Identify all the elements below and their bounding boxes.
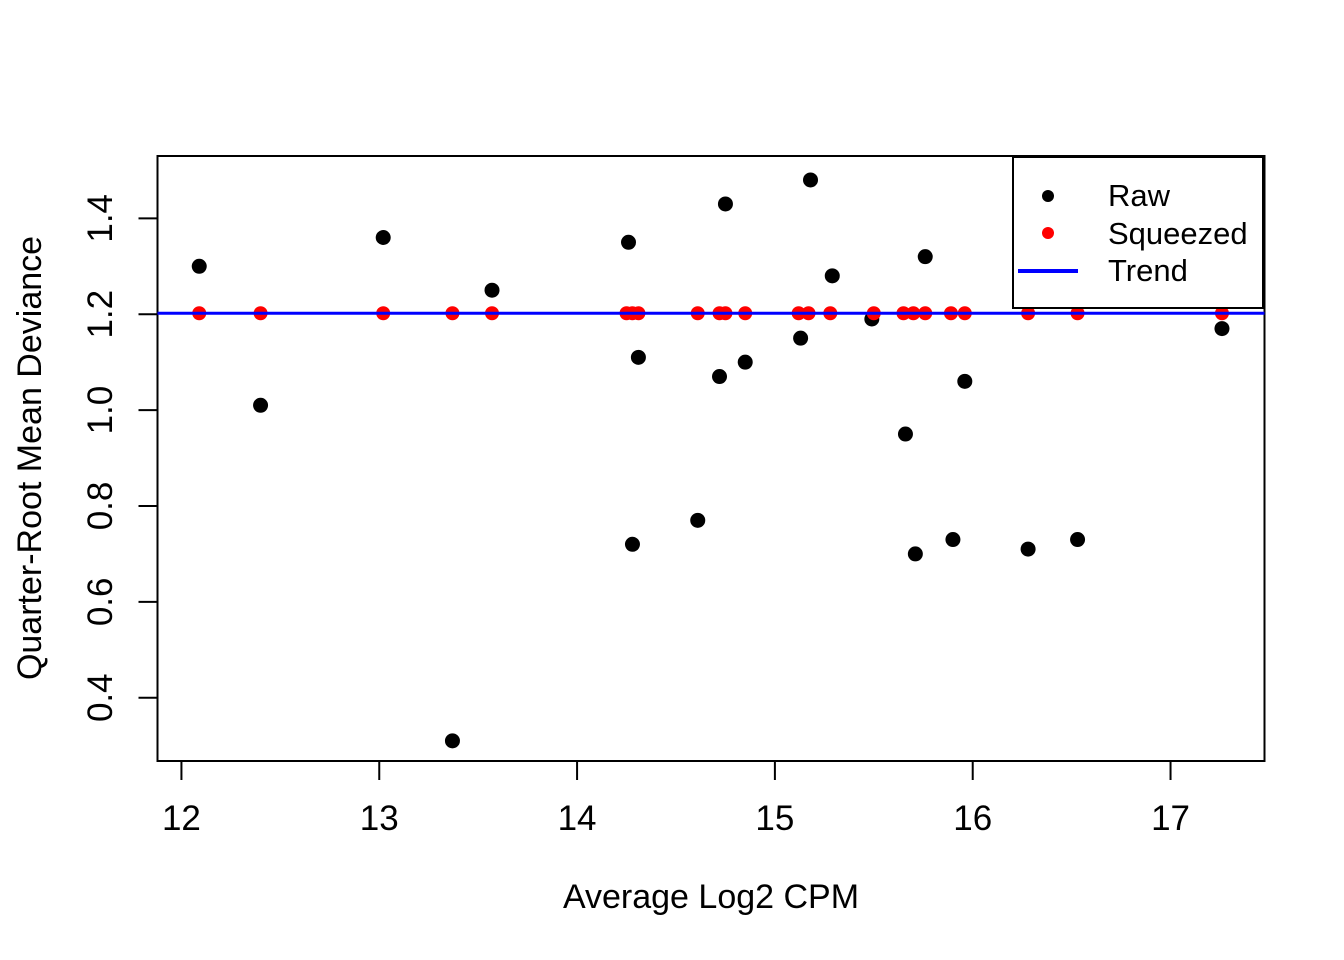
legend-label-raw: Raw [1108, 178, 1171, 214]
raw-point [1020, 541, 1036, 557]
legend: Raw Squeezed Trend [1012, 156, 1264, 309]
legend-item-raw: Raw [1014, 177, 1262, 215]
raw-point [803, 172, 819, 188]
y-tick-label: 0.6 [81, 578, 120, 627]
raw-point [712, 369, 728, 385]
raw-point [375, 229, 391, 245]
raw-point [917, 249, 933, 265]
y-tick-label: 1.0 [81, 386, 120, 435]
raw-point [824, 268, 840, 284]
x-tick-label: 14 [558, 799, 597, 838]
raw-point [444, 733, 460, 749]
plot-frame [156, 155, 1266, 762]
raw-point [737, 354, 753, 370]
squeezed-dot-icon [1042, 227, 1054, 240]
raw-point [945, 532, 961, 548]
x-tick-label: 12 [162, 799, 201, 838]
x-tick-label: 17 [1151, 799, 1190, 838]
y-axis-title: Quarter-Root Mean Deviance [11, 235, 49, 681]
raw-point [253, 397, 269, 413]
raw-point [793, 330, 809, 346]
y-tick-label: 1.2 [81, 290, 120, 339]
legend-label-squeezed: Squeezed [1108, 215, 1248, 251]
raw-point [191, 258, 207, 274]
raw-point [624, 536, 640, 552]
legend-label-trend: Trend [1108, 253, 1188, 289]
y-tick-label: 1.4 [81, 194, 120, 243]
raw-point [690, 512, 706, 528]
raw-point [907, 546, 923, 562]
legend-item-trend: Trend [1014, 252, 1262, 290]
x-tick-label: 15 [755, 799, 794, 838]
raw-point [630, 349, 646, 365]
raw-point [897, 426, 913, 442]
raw-point [717, 196, 733, 212]
trend-line-icon [1018, 268, 1078, 273]
raw-point [1070, 532, 1086, 548]
y-tick-label: 0.4 [81, 673, 120, 722]
y-tick-label: 0.8 [81, 482, 120, 531]
raw-point [957, 373, 973, 389]
x-tick-label: 13 [360, 799, 399, 838]
x-axis-title: Average Log2 CPM [562, 878, 860, 916]
raw-dot-icon [1042, 189, 1054, 202]
raw-point [484, 282, 500, 298]
legend-item-squeezed: Squeezed [1014, 215, 1262, 253]
x-tick-label: 16 [953, 799, 992, 838]
raw-point [1214, 321, 1230, 337]
raw-point [621, 234, 637, 250]
